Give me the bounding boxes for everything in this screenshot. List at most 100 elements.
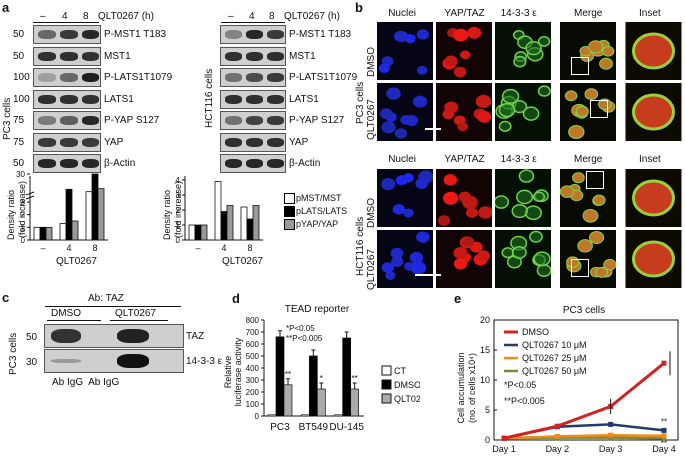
cell (453, 28, 469, 42)
micrograph (495, 230, 551, 288)
x-tick-label: Day 4 (652, 444, 676, 454)
blot-band (81, 159, 100, 168)
pc3-time-4: 4 (62, 11, 68, 22)
blot-band (59, 30, 78, 39)
legend-label: DMSO (394, 380, 420, 390)
significance-marker: ** (352, 374, 358, 383)
microscopy-col-header: Nuclei (388, 154, 416, 165)
cell (443, 191, 459, 205)
micrograph (377, 83, 433, 141)
tead-reporter-chart: TEAD reporter Relative luciferase activity… (223, 304, 420, 433)
blot-band (224, 159, 243, 168)
panel-label-a: a (2, 0, 10, 15)
bar (188, 224, 196, 241)
cell (409, 251, 424, 264)
microscopy-col-header: 14-3-3 ε (500, 8, 537, 19)
blot-label: β-Actin (104, 158, 136, 169)
cell (415, 178, 429, 189)
significance-marker: ** (285, 370, 291, 379)
series-point (608, 432, 614, 438)
cell (516, 189, 534, 205)
c-band-1433-1 (51, 359, 81, 363)
microscopy-col-header: Merge (574, 154, 603, 165)
blot-band (81, 137, 100, 147)
cell (453, 247, 468, 260)
bar (316, 388, 326, 417)
cell (378, 63, 390, 74)
c-group-line-1 (47, 320, 101, 321)
cell (577, 239, 593, 253)
b-hct-label: HCT116 cells (355, 216, 366, 276)
pc3-density-chart: 0 1 2 3 30 – 4 8 (16, 170, 108, 253)
micrograph-nuclei (377, 83, 433, 141)
c-mw-30: 30 (26, 357, 38, 368)
bar (97, 188, 105, 241)
blot-band (267, 30, 285, 39)
cell (537, 85, 551, 97)
blot-4 (33, 111, 101, 130)
bar (300, 414, 310, 417)
cell (394, 128, 408, 139)
blot-band (38, 137, 56, 147)
micrograph-yap (436, 169, 492, 227)
bar (39, 226, 47, 241)
blot-label: MST1 (289, 50, 316, 62)
micrograph (495, 169, 551, 227)
y-tick-label: 5 (485, 405, 490, 415)
blot-1 (33, 46, 101, 66)
y-tick-label: 2 (176, 206, 181, 215)
chart-title: PC3 cells (563, 305, 605, 316)
blot-band (38, 51, 56, 61)
cell (572, 172, 585, 184)
cell (632, 93, 675, 131)
micrograph-inset (624, 83, 683, 141)
blot-band (81, 30, 100, 39)
density-ylabel-2: (fold increase) (17, 180, 27, 238)
c-blot-taz (44, 324, 184, 348)
cell (595, 266, 609, 278)
micrograph-yap (436, 22, 492, 80)
series-point (554, 433, 560, 439)
cell (390, 247, 404, 259)
x-tick-label: Day 1 (492, 444, 516, 454)
blot-3 (220, 89, 286, 109)
cell (524, 205, 542, 221)
pc3-time-8: 8 (83, 11, 89, 22)
micrograph-inset (624, 230, 683, 288)
c-band-taz-2 (117, 329, 149, 343)
micrograph-yap (436, 230, 492, 288)
blot-label: LATS1 (104, 93, 134, 105)
legend-label: DMSO (522, 327, 549, 337)
cell (412, 95, 428, 108)
cell (460, 50, 471, 60)
cell (405, 115, 419, 127)
cell (453, 258, 468, 270)
y-tick-label: 10 (480, 375, 490, 385)
y-tick-label: 600 (246, 340, 260, 349)
blot-6 (220, 154, 286, 173)
b-pc3-label: PC3 cells (355, 81, 366, 124)
bar (283, 384, 293, 417)
micrograph (436, 169, 492, 227)
blot-band (267, 137, 285, 147)
blot-label: YAP (289, 136, 309, 148)
blot-label: YAP (104, 136, 124, 148)
cell (443, 174, 458, 186)
y-tick-label: 1 (176, 221, 181, 230)
bar (267, 414, 277, 417)
bar (334, 414, 344, 417)
hct-time-8: 8 (269, 11, 275, 22)
blot-band (246, 94, 264, 104)
cell (537, 35, 551, 47)
micrograph (495, 22, 551, 80)
blot-band (224, 73, 243, 82)
micrograph-merge (554, 83, 622, 141)
cell (575, 105, 589, 117)
bar (220, 211, 228, 241)
pc3-treatment-header: QLT0267 (h) (98, 11, 154, 22)
micrograph-nuclei (377, 22, 433, 80)
blot-5 (33, 132, 101, 152)
micrograph (377, 22, 433, 80)
cell (501, 88, 520, 104)
cell (498, 120, 512, 132)
